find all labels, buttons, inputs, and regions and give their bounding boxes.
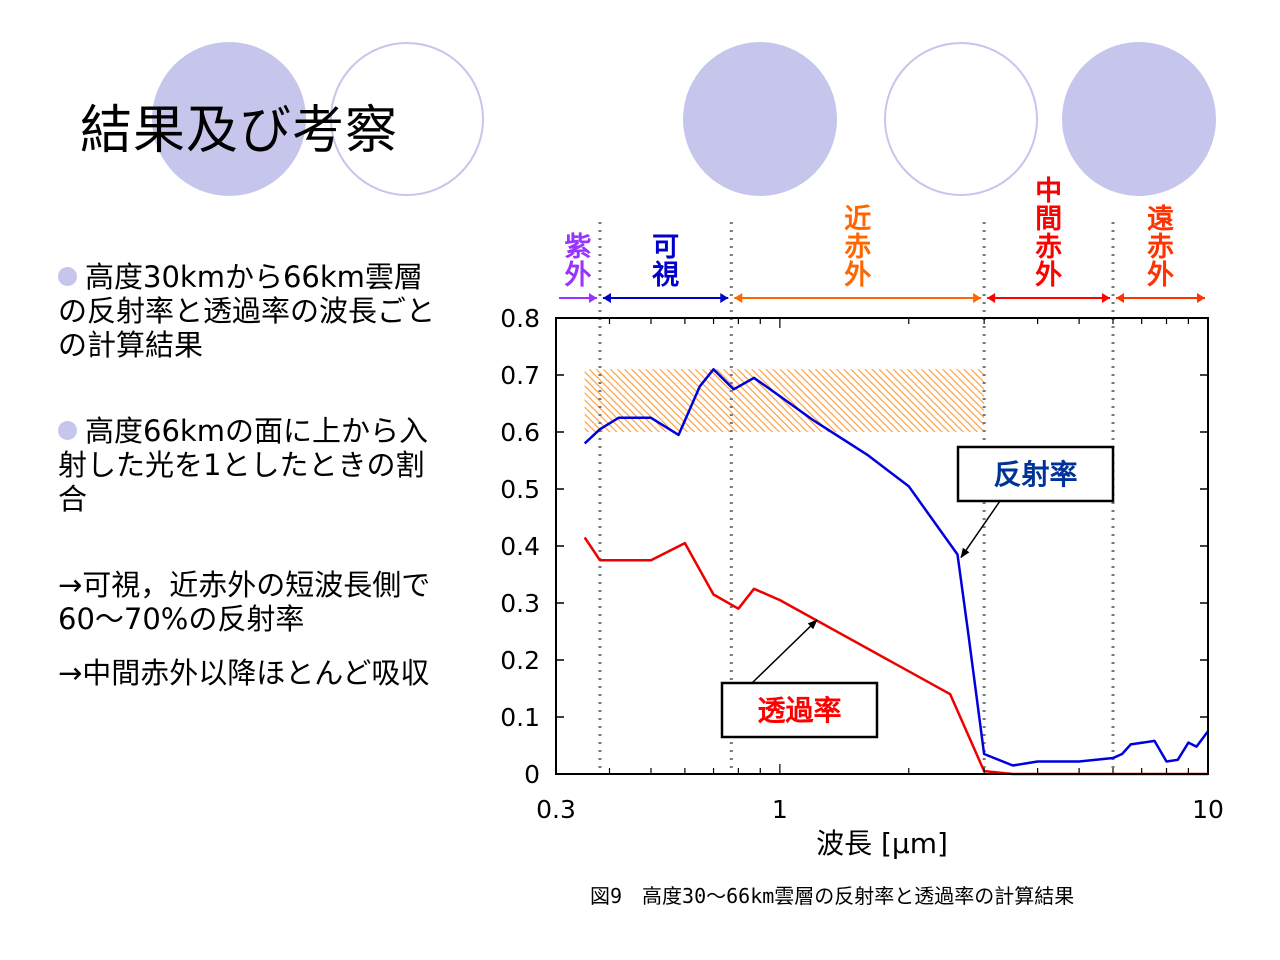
x-tick-label: 10 <box>1192 795 1224 824</box>
bullet-list: 高度30kmから66km雲層の反射率と透過率の波長ごとの計算結果 高度66kmの… <box>58 260 448 710</box>
bullet-item: 高度30kmから66km雲層の反射率と透過率の波長ごとの計算結果 <box>58 260 448 362</box>
y-tick-label: 0.4 <box>500 532 540 561</box>
y-tick-label: 0.6 <box>500 418 540 447</box>
annotation-arrow <box>751 619 818 684</box>
decor-circle-2 <box>330 42 484 196</box>
band-arrowhead-right-icon <box>588 293 597 303</box>
bullet-text: 高度30kmから66km雲層の反射率と透過率の波長ごとの計算結果 <box>58 260 436 362</box>
y-tick-label: 0 <box>524 760 540 789</box>
note-text: →可視，近赤外の短波長側で60〜70%の反射率 <box>58 568 431 636</box>
figure-caption: 図9 高度30〜66km雲層の反射率と透過率の計算結果 <box>590 884 1075 908</box>
band-arrowhead-left-icon <box>734 293 743 303</box>
decor-circle-1 <box>152 42 306 196</box>
slide-title: 結果及び考察 <box>80 101 399 161</box>
band-arrowhead-left-icon <box>1116 293 1125 303</box>
band-label-3: 中間赤外 <box>1035 176 1062 291</box>
y-tick-label: 0.5 <box>500 475 540 504</box>
decor-circle-3 <box>683 42 837 196</box>
decor-circle-4 <box>884 42 1038 196</box>
y-tick-label: 0.3 <box>500 589 540 618</box>
y-tick-label: 0.7 <box>500 361 540 390</box>
annotation-arrow <box>960 500 1001 559</box>
band-arrowhead-left-icon <box>602 293 611 303</box>
bullet-text: 高度66kmの面に上から入射した光を1としたときの割合 <box>58 414 428 516</box>
annotation-box <box>956 445 1115 503</box>
bullet-dot-icon <box>58 421 77 440</box>
band-arrowhead-right-icon <box>973 293 982 303</box>
y-tick-label: 0.1 <box>500 703 540 732</box>
annotation-label-1: 透過率 <box>757 694 841 727</box>
x-axis-label: 波長 [μm] <box>816 827 948 860</box>
band-label-0: 紫外 <box>564 232 591 291</box>
series-line-0 <box>583 368 1209 767</box>
band-arrowhead-left-icon <box>987 293 996 303</box>
y-tick-label: 0.2 <box>500 646 540 675</box>
band-arrowhead-right-icon <box>720 293 729 303</box>
series-line-1 <box>583 536 1208 776</box>
bullet-item: 高度66kmの面に上から入射した光を1としたときの割合 <box>58 414 448 516</box>
annotation-label-0: 反射率 <box>993 458 1077 491</box>
band-arrowhead-right-icon <box>1102 293 1111 303</box>
band-arrowhead-right-icon <box>1197 293 1205 303</box>
y-tick-label: 0.8 <box>500 304 540 333</box>
band-label-2: 近赤外 <box>844 204 871 291</box>
band-label-4: 遠赤外 <box>1147 204 1174 291</box>
note-text: →中間赤外以降ほとんど吸収 <box>58 656 430 690</box>
x-tick-label: 0.3 <box>536 795 576 824</box>
annotation-box <box>720 681 879 739</box>
decor-circle-5 <box>1062 42 1216 196</box>
band-label-1: 可視 <box>652 232 679 291</box>
x-tick-label: 1 <box>772 795 788 824</box>
bullet-dot-icon <box>58 267 77 286</box>
